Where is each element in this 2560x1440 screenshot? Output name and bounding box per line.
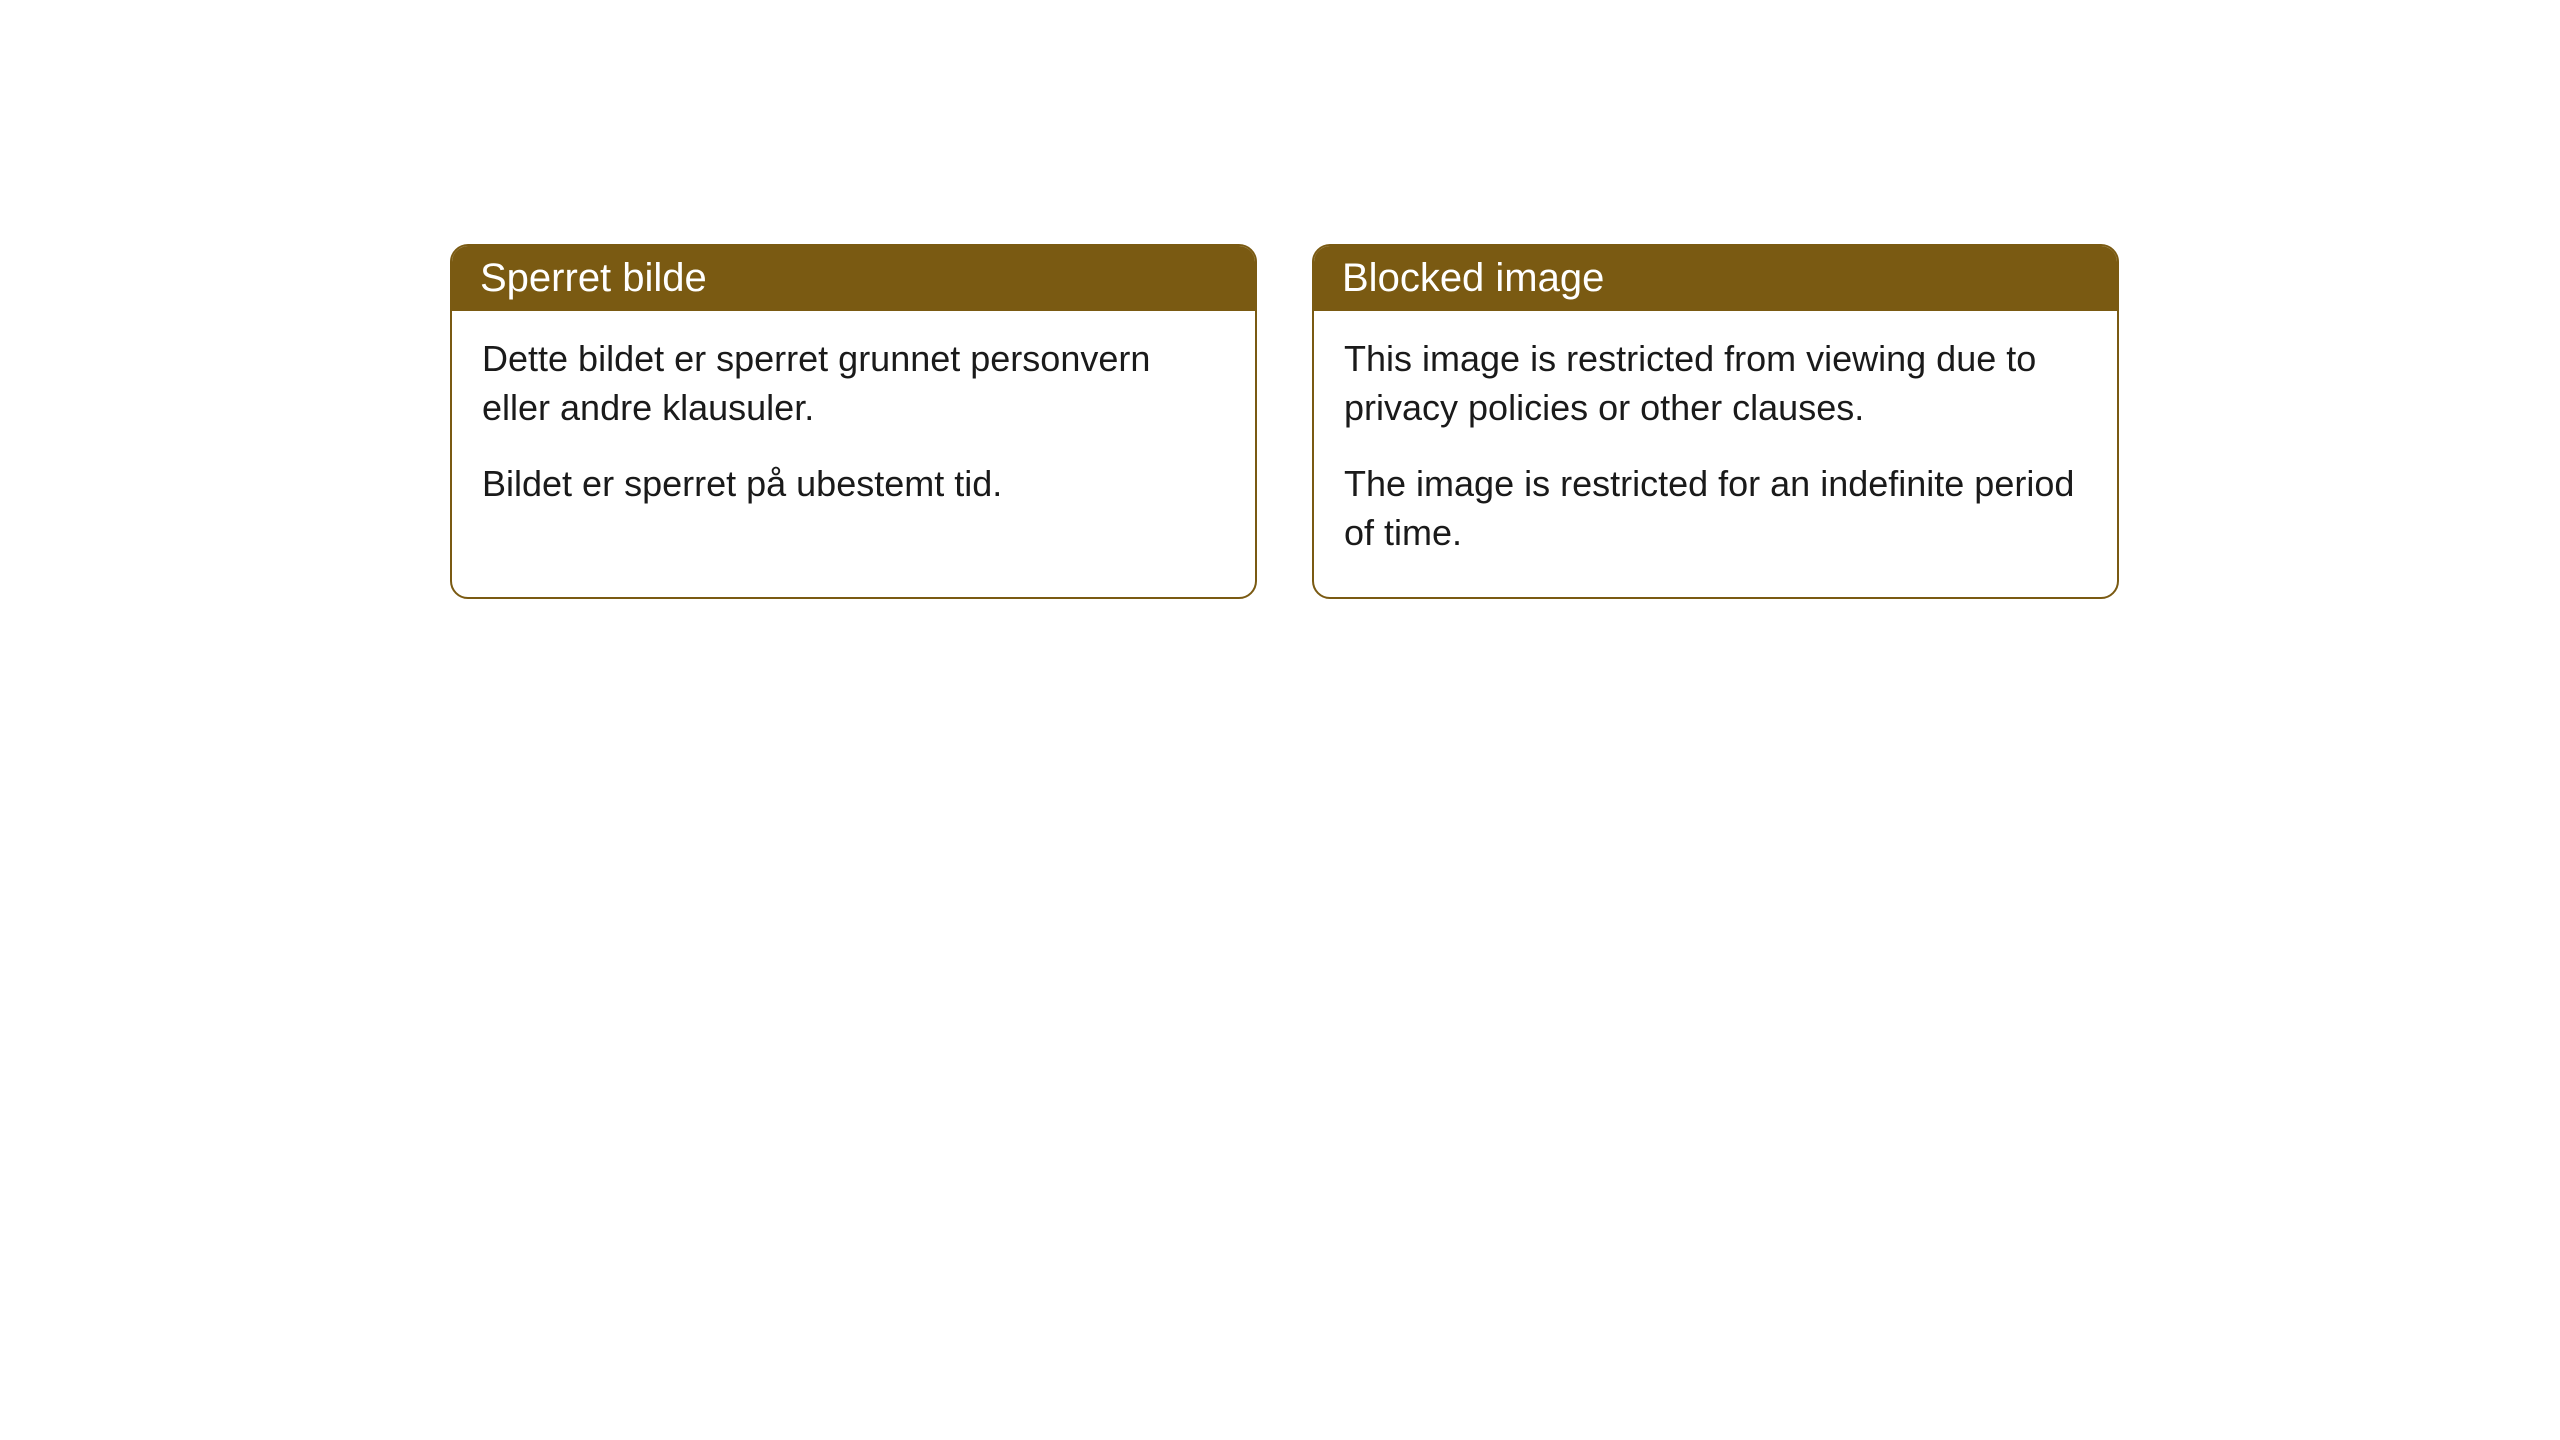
card-title: Blocked image xyxy=(1342,256,1604,300)
notice-card-english: Blocked image This image is restricted f… xyxy=(1312,244,2119,599)
notice-cards-container: Sperret bilde Dette bildet er sperret gr… xyxy=(450,244,2119,599)
notice-card-norwegian: Sperret bilde Dette bildet er sperret gr… xyxy=(450,244,1257,599)
card-paragraph: The image is restricted for an indefinit… xyxy=(1344,460,2087,557)
card-paragraph: This image is restricted from viewing du… xyxy=(1344,335,2087,432)
card-body: Dette bildet er sperret grunnet personve… xyxy=(452,311,1255,549)
card-header: Blocked image xyxy=(1314,246,2117,311)
card-title: Sperret bilde xyxy=(480,256,707,300)
card-header: Sperret bilde xyxy=(452,246,1255,311)
card-paragraph: Dette bildet er sperret grunnet personve… xyxy=(482,335,1225,432)
card-paragraph: Bildet er sperret på ubestemt tid. xyxy=(482,460,1225,509)
card-body: This image is restricted from viewing du… xyxy=(1314,311,2117,597)
